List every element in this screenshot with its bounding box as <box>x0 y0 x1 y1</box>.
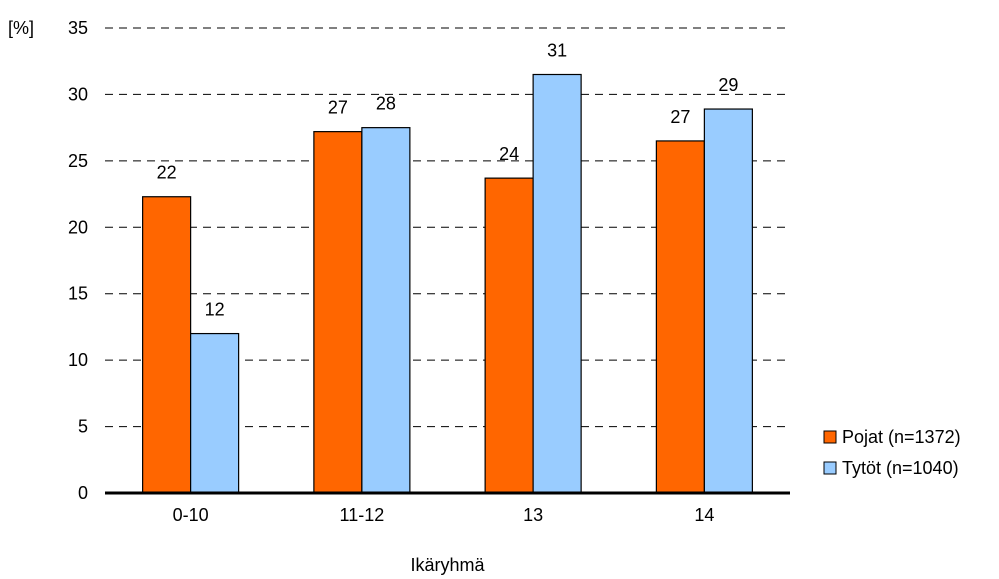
legend-swatch <box>823 461 837 475</box>
y-tick-label: 5 <box>78 417 88 437</box>
data-label: 27 <box>670 107 690 127</box>
x-axis-label: Ikäryhmä <box>410 555 485 575</box>
legend: Pojat (n=1372) Tytöt (n=1040) <box>823 427 961 478</box>
data-label: 31 <box>547 41 567 61</box>
x-tick-label: 14 <box>694 505 714 525</box>
legend-swatch <box>823 430 837 444</box>
y-tick-label: 20 <box>68 217 88 237</box>
bar <box>361 127 411 494</box>
y-tick-labels: 0 5 10 15 20 25 30 35 <box>68 18 88 503</box>
bar <box>703 108 753 494</box>
x-tick-label: 13 <box>523 505 543 525</box>
y-tick-label: 25 <box>68 151 88 171</box>
data-label: 12 <box>205 300 225 320</box>
x-tick-label: 0-10 <box>173 505 209 525</box>
data-label: 28 <box>376 94 396 114</box>
y-tick-label: 0 <box>78 483 88 503</box>
legend-entry: Pojat (n=1372) <box>842 427 961 447</box>
data-label: 24 <box>499 144 519 164</box>
bar <box>532 73 582 494</box>
y-tick-label: 30 <box>68 84 88 104</box>
x-tick-labels: 0-10 11-12 13 14 <box>173 505 715 525</box>
bars <box>142 73 753 494</box>
bar <box>655 140 705 494</box>
bar <box>190 332 240 494</box>
data-label: 22 <box>157 163 177 183</box>
data-label: 29 <box>718 75 738 95</box>
y-tick-label: 10 <box>68 350 88 370</box>
bar <box>484 177 534 494</box>
legend-entry: Tytöt (n=1040) <box>842 458 959 478</box>
y-tick-label: 15 <box>68 284 88 304</box>
y-axis-label: [%] <box>8 18 34 38</box>
bar <box>313 131 363 494</box>
data-label: 27 <box>328 98 348 118</box>
data-labels: 22 12 27 28 24 31 27 29 <box>157 41 739 320</box>
x-tick-label: 11-12 <box>340 505 385 525</box>
y-tick-label: 35 <box>68 18 88 38</box>
bar <box>142 196 192 494</box>
